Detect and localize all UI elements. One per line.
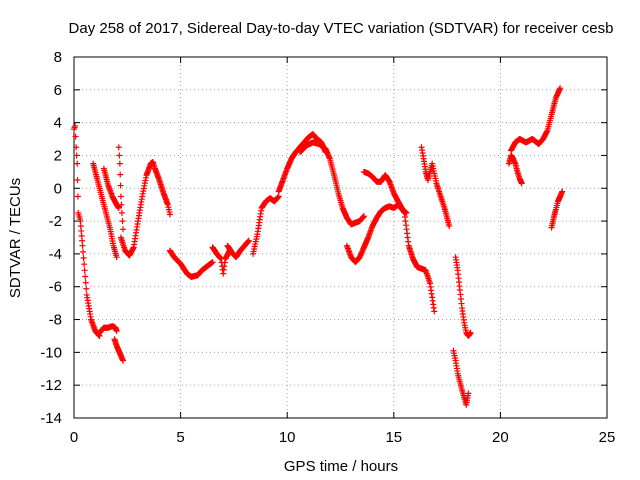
series-arc8 (166, 247, 216, 280)
series-arc2 (96, 323, 120, 336)
data-point (117, 193, 124, 200)
data-point (79, 242, 86, 249)
y-axis-label: SDTVAR / TECUs (7, 178, 24, 298)
x-axis-label: GPS time / hours (284, 458, 398, 475)
data-point (115, 204, 122, 211)
data-point (117, 171, 124, 178)
data-point (518, 180, 525, 187)
y-tick-label: 0 (54, 180, 62, 197)
data-point (74, 177, 81, 184)
series-arc5 (100, 165, 122, 211)
data-point (81, 261, 88, 268)
x-tick-label: 20 (492, 429, 509, 446)
data-point (465, 390, 472, 397)
data-point (115, 144, 122, 151)
data-point (116, 160, 123, 167)
y-tick-label: 8 (54, 49, 62, 66)
data-point (118, 201, 125, 208)
x-tick-label: 10 (279, 429, 296, 446)
data-point (360, 213, 367, 220)
data-point (118, 209, 125, 216)
y-tick-label: -8 (49, 312, 62, 329)
data-point (72, 122, 79, 129)
series-arc13 (296, 139, 367, 228)
data-point (120, 357, 127, 364)
series-arc7 (117, 159, 173, 259)
series-arc20 (508, 85, 564, 154)
data-point (80, 248, 87, 255)
data-point (74, 160, 81, 167)
series-arc11 (250, 193, 282, 257)
series-arc10 (224, 237, 252, 261)
x-tick-label: 25 (599, 429, 616, 446)
plot-frame (73, 56, 608, 419)
y-tick-label: -14 (40, 410, 62, 427)
data-point (113, 328, 120, 335)
series-arc1 (71, 122, 103, 339)
data-point (166, 211, 173, 218)
data-point (209, 259, 216, 266)
series-arc4 (90, 160, 120, 261)
series-arc18 (452, 254, 474, 339)
y-tick-label: -2 (49, 213, 62, 230)
data-point (113, 254, 120, 261)
data-point (72, 133, 79, 140)
x-tick-label: 0 (70, 429, 78, 446)
data-point (446, 223, 453, 230)
series-arc16 (418, 144, 453, 230)
data-point (80, 255, 87, 262)
x-tick-label: 15 (385, 429, 402, 446)
y-tick-label: 4 (54, 115, 62, 132)
data-point (82, 273, 89, 280)
data-point (81, 267, 88, 274)
data-point (120, 226, 127, 233)
data-point (83, 285, 90, 292)
data-point (467, 329, 474, 336)
y-tick-label: -10 (40, 344, 62, 361)
data-point (245, 237, 252, 244)
axis-ticks: 0 5 10 15 20 25 -14 -12 -10 -8 -6 -4 -2 0 2 4 6 8 (40, 49, 615, 446)
chart-title: Day 258 of 2017, Sidereal Day-to-day VTE… (69, 20, 614, 37)
y-tick-label: -6 (49, 279, 62, 296)
data-point (559, 188, 566, 195)
y-tick-label: 6 (54, 82, 62, 99)
data-marks (71, 85, 566, 408)
y-tick-label: -12 (40, 377, 62, 394)
gridlines (74, 57, 607, 418)
data-point (74, 193, 81, 200)
data-point (73, 152, 80, 159)
data-point (82, 279, 89, 286)
series-arc21 (548, 188, 566, 231)
y-tick-label: -4 (49, 246, 62, 263)
data-point (116, 152, 123, 159)
data-point (431, 308, 438, 315)
data-point (119, 218, 126, 225)
y-tick-label: 2 (54, 147, 62, 164)
series-arc3 (111, 336, 127, 364)
series-arc19 (505, 152, 525, 187)
x-tick-label: 5 (176, 429, 184, 446)
data-point (557, 85, 564, 92)
series-arc6 (115, 144, 127, 233)
data-point (117, 182, 124, 189)
data-point (73, 144, 80, 151)
series-arc15 (360, 168, 438, 315)
series-arc17 (450, 347, 472, 408)
